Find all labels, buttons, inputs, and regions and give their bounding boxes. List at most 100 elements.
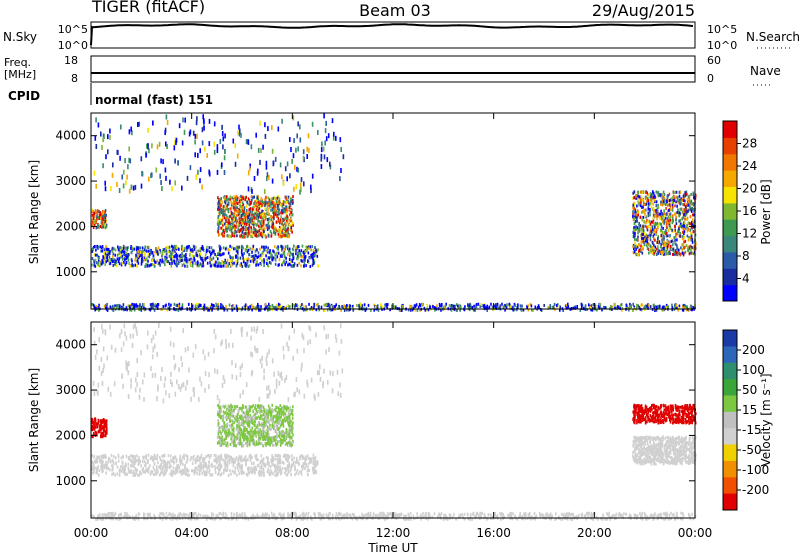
echo-cell [250,213,253,217]
echo-cell [501,302,503,306]
echo-cell [625,303,628,307]
echo-cell [105,213,107,217]
echo-cell [305,245,307,249]
echo-cell [204,308,207,312]
echo-cell [118,250,121,254]
echo-cell [521,308,523,312]
echo-cell [680,207,682,211]
echo-cell [285,208,288,212]
echo-cell [256,207,259,211]
echo-cell [252,231,255,235]
echo-cell [243,208,246,212]
echo-cell [190,259,193,263]
echo-cell [673,229,675,233]
echo-cell [192,512,195,516]
echo-cell [632,245,634,249]
echo-cell [419,513,422,517]
echo-cell [432,305,434,308]
echo-cell [281,174,283,180]
echo-cell [261,232,263,236]
echo-cell [299,305,302,309]
echo-cell [148,148,150,154]
echo-cell [262,248,265,252]
echo-cell [655,222,658,226]
echo-cell [417,305,420,309]
echo-cell [424,308,427,312]
echo-cell [95,248,97,252]
echo-cell [389,308,391,312]
echo-cell [293,138,295,144]
echo-cell [221,513,224,516]
echo-cell [637,200,640,204]
echo-cell [224,205,227,209]
echo-cell [250,144,253,150]
nsearch-tick-top: 10^5 [707,23,737,36]
echo-cell [216,264,219,268]
echo-cell [197,152,199,158]
echo-cell [245,245,248,249]
echo-cell [485,306,488,310]
echo-cell [667,209,669,213]
echo-cell [223,231,226,235]
echo-cell [241,235,244,238]
echo-cell [381,511,383,515]
echo-cell [684,194,687,197]
echo-cell [671,305,674,309]
echo-cell [158,250,161,254]
echo-cell [348,304,351,308]
echo-cell [480,514,482,518]
echo-cell [102,218,105,222]
echo-cell [332,513,334,517]
echo-cell [244,261,247,265]
echo-cell [134,258,136,262]
echo-cell [247,139,250,145]
echo-cell [258,224,260,228]
echo-cell [303,249,306,253]
echo-cell [280,244,283,248]
echo-cell [588,511,590,515]
echo-cell [98,303,100,307]
echo-cell [672,195,674,199]
power-panel-bg [91,113,695,309]
echo-cell [238,245,240,249]
echo-cell [174,514,176,518]
echo-cell [220,246,223,250]
echo-cell [171,244,173,248]
echo-cell [657,304,659,308]
echo-cell [241,230,244,234]
echo-cell [290,225,292,229]
echo-cell [412,514,415,518]
echo-cell [167,306,169,310]
echo-cell [242,203,245,207]
echo-cell [656,517,659,521]
echo-cell [691,308,693,312]
echo-cell [688,249,690,253]
echo-cell [670,208,672,212]
echo-cell [682,203,684,206]
date-label: 29/Aug/2015 [592,1,695,20]
echo-cell [269,204,272,208]
echo-cell [220,221,222,225]
echo-cell [282,181,285,187]
echo-cell [299,189,301,195]
echo-cell [273,229,276,233]
echo-cell [243,210,245,214]
echo-cell [255,308,257,312]
echo-cell [414,308,416,312]
nsky-trace [90,23,694,46]
echo-cell [560,517,562,521]
echo-cell [274,156,277,162]
echo-cell [120,263,123,267]
echo-cell [144,245,146,249]
echo-cell [690,225,693,229]
echo-cell [293,262,296,266]
echo-cell [688,308,691,312]
echo-cell [265,245,267,249]
echo-cell [224,467,226,471]
echo-cell [554,518,556,521]
echo-cell [308,147,310,153]
echo-cell [688,208,690,212]
echo-cell [319,517,322,521]
echo-cell [147,515,149,519]
echo-cell [97,256,100,260]
